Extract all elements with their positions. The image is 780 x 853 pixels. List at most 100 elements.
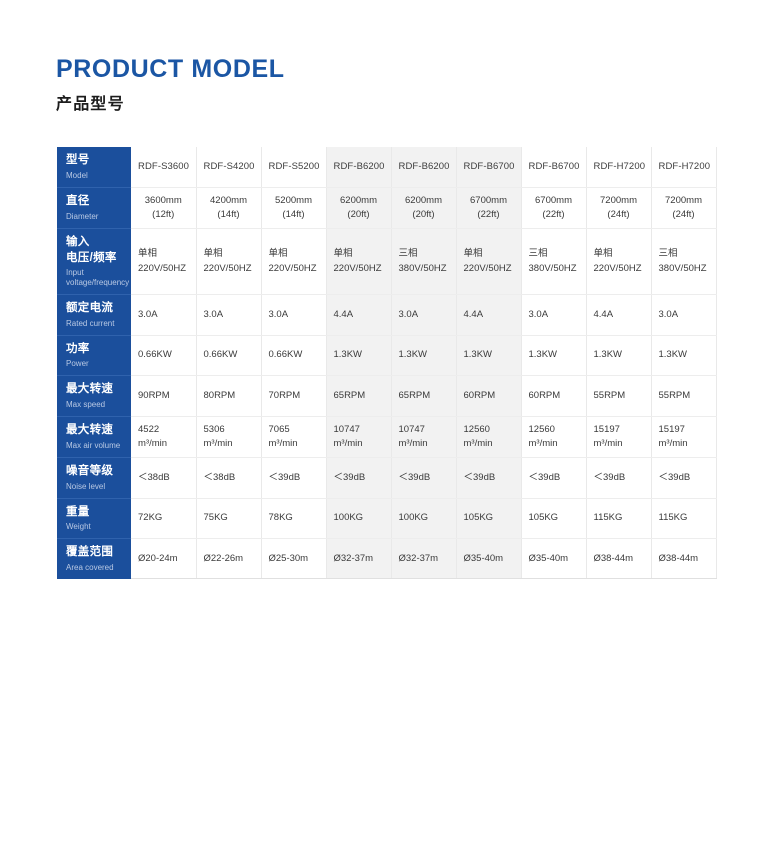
row-label-chinese: 最大转速 [66, 424, 114, 437]
table-cell: Ø38-44m [586, 538, 652, 580]
page-heading: PRODUCT MODEL 产品型号 [56, 55, 285, 113]
table-cell: 7200mm (24ft) [651, 187, 717, 230]
table-cell: ＜39dB [261, 457, 327, 499]
row-label-english: Rated current [66, 318, 115, 328]
table-cell: 100KG [326, 498, 392, 540]
table-cell: RDF-B6700 [456, 147, 522, 188]
table-cell: 80RPM [196, 375, 262, 417]
table-cell: 三相 380V/50HZ [651, 228, 717, 296]
table-cell: Ø35-40m [521, 538, 587, 580]
table-cell: 10747 m³/min [391, 416, 457, 459]
row-label-english: Diameter [66, 211, 99, 221]
table-cell: 6200mm (20ft) [391, 187, 457, 230]
row-label-chinese: 最大转速 [66, 383, 114, 396]
table-cell: ＜39dB [326, 457, 392, 499]
table-cell: ＜39dB [521, 457, 587, 499]
table-cell: 单相 220V/50HZ [131, 228, 197, 296]
row-label-chinese: 型号 [66, 154, 90, 166]
table-row: 噪音等级 Noise level ＜38dB ＜38dB ＜39dB ＜39dB ＜39dB… [57, 457, 717, 499]
table-cell: 3.0A [521, 294, 587, 336]
spec-table-body: 型号 Model RDF-S3600 RDF-S4200 RDF-S5200 RDF-B6… [57, 147, 717, 580]
table-cell: 3.0A [651, 294, 717, 336]
table-cell: 10747 m³/min [326, 416, 392, 459]
row-label-chinese: 重量 [66, 505, 90, 518]
table-cell: 1.3KW [456, 335, 522, 377]
row-label-chinese: 噪音等级 [66, 465, 114, 478]
table-cell: 12560 m³/min [521, 416, 587, 459]
table-cell: 1.3KW [586, 335, 652, 377]
table-row: 最大转速 Max air volume 4522 m³/min 5306 m³/min… [57, 416, 717, 459]
table-cell: 100KG [391, 498, 457, 540]
table-cell: 单相 220V/50HZ [586, 228, 652, 296]
product-spec-table: 型号 Model RDF-S3600 RDF-S4200 RDF-S5200 RDF-B6… [57, 147, 717, 580]
table-cell: 65RPM [391, 375, 457, 417]
table-cell: 115KG [586, 498, 652, 540]
table-cell: 单相 220V/50HZ [456, 228, 522, 296]
table-cell: 0.66KW [261, 335, 327, 377]
table-cell: 1.3KW [651, 335, 717, 377]
table-cell: 3.0A [261, 294, 327, 336]
table-cell: RDF-S3600 [131, 147, 197, 188]
table-cell: 65RPM [326, 375, 392, 417]
table-cell: Ø32-37m [391, 538, 457, 580]
row-label-9: 覆盖范围 Area covered [57, 538, 131, 579]
row-label-chinese: 输入 电压/频率 [66, 236, 117, 264]
table-cell: 70RPM [261, 375, 327, 417]
row-label-5: 最大转速 Max speed [57, 375, 131, 417]
table-cell: 单相 220V/50HZ [261, 228, 327, 296]
row-label-chinese: 额定电流 [66, 302, 114, 315]
table-cell: 72KG [131, 498, 197, 540]
table-cell: 7200mm (24ft) [586, 187, 652, 230]
table-cell: 60RPM [521, 375, 587, 417]
table-cell: 55RPM [651, 375, 717, 417]
row-label-8: 重量 Weight [57, 498, 131, 540]
row-label-english: Area covered [66, 562, 114, 572]
table-cell: 0.66KW [196, 335, 262, 377]
row-label-english: Noise level [66, 481, 106, 491]
table-cell: RDF-S5200 [261, 147, 327, 188]
table-cell: 3.0A [131, 294, 197, 336]
table-cell: 4200mm (14ft) [196, 187, 262, 230]
table-cell: 5200mm (14ft) [261, 187, 327, 230]
table-row: 直径 Diameter 3600mm (12ft) 4200mm (14ft) 5200… [57, 187, 717, 230]
row-label-english: Input voltage/frequency [66, 268, 130, 288]
table-row: 覆盖范围 Area covered Ø20-24m Ø22-26m Ø25-30m Ø32… [57, 538, 717, 580]
table-cell: 三相 380V/50HZ [521, 228, 587, 296]
table-cell: 6700mm (22ft) [456, 187, 522, 230]
row-label-english: Max speed [66, 399, 106, 409]
row-label-english: Model [66, 170, 88, 180]
row-label-english: Max air volume [66, 440, 121, 450]
table-cell: RDF-B6700 [521, 147, 587, 188]
table-cell: 15197 m³/min [651, 416, 717, 459]
table-cell: Ø32-37m [326, 538, 392, 580]
page-title-english: PRODUCT MODEL [56, 55, 285, 83]
table-row: 输入 电压/频率 Input voltage/frequency 单相 220V/5… [57, 228, 717, 296]
row-label-2: 输入 电压/频率 Input voltage/frequency [57, 228, 131, 296]
row-label-english: Power [66, 359, 89, 369]
table-cell: 1.3KW [391, 335, 457, 377]
row-label-english: Weight [66, 522, 91, 532]
table-cell: ＜39dB [456, 457, 522, 499]
table-cell: Ø38-44m [651, 538, 717, 580]
table-cell: ＜39dB [651, 457, 717, 499]
table-cell: Ø22-26m [196, 538, 262, 580]
table-cell: ＜39dB [391, 457, 457, 499]
table-cell: 75KG [196, 498, 262, 540]
table-cell: 15197 m³/min [586, 416, 652, 459]
table-cell: 105KG [456, 498, 522, 540]
table-cell: 3.0A [196, 294, 262, 336]
row-label-6: 最大转速 Max air volume [57, 416, 131, 459]
row-label-chinese: 直径 [66, 195, 90, 207]
table-row: 功率 Power 0.66KW 0.66KW 0.66KW 1.3KW 1.3KW 1.3KW… [57, 335, 717, 377]
table-cell: Ø35-40m [456, 538, 522, 580]
table-cell: 三相 380V/50HZ [391, 228, 457, 296]
table-cell: 0.66KW [131, 335, 197, 377]
table-cell: 90RPM [131, 375, 197, 417]
table-cell: 单相 220V/50HZ [196, 228, 262, 296]
table-cell: 60RPM [456, 375, 522, 417]
row-label-0: 型号 Model [57, 147, 131, 188]
table-cell: 12560 m³/min [456, 416, 522, 459]
page-title-chinese: 产品型号 [56, 95, 125, 113]
row-label-3: 额定电流 Rated current [57, 294, 131, 336]
row-label-chinese: 功率 [66, 342, 90, 355]
